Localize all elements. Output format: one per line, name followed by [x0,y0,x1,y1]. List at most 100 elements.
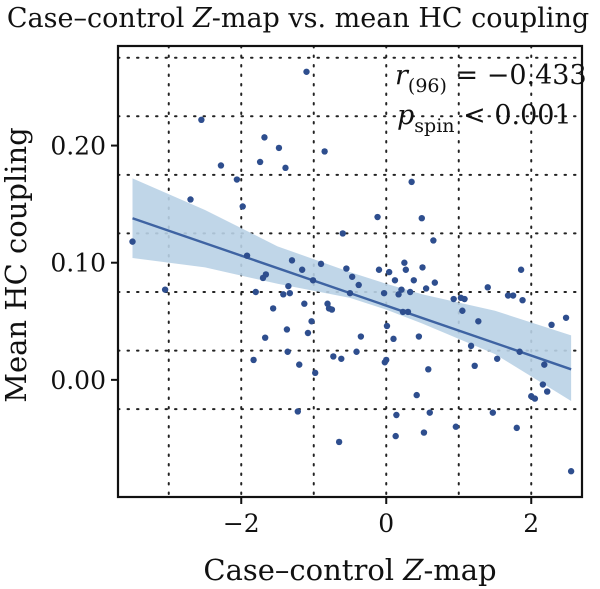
data-point [467,342,475,350]
data-point [343,265,350,272]
data-point [539,381,547,388]
data-point [567,468,575,475]
data-point [339,230,346,237]
x-tick-label: −2 [223,509,260,538]
data-point [390,335,397,343]
data-point [393,411,400,419]
data-point [493,355,501,362]
data-point [544,388,551,395]
data-point [450,295,457,303]
data-point [431,279,439,286]
data-point [303,68,310,75]
data-point [233,176,241,183]
data-point [269,305,277,312]
data-point [509,292,517,299]
correlation-annotation: r(96) = −0.433 [395,60,587,97]
confidence-band [132,178,572,401]
data-point [402,266,410,273]
data-point [294,408,301,415]
data-point [129,238,136,245]
p-value-annotation: pspin < 0.001 [397,100,572,137]
data-point [392,432,399,440]
data-point [284,348,291,355]
data-point [419,264,426,271]
data-point [335,438,343,446]
data-point [383,322,391,330]
data-point [328,306,336,313]
data-point [198,116,205,124]
data-point [385,268,393,276]
x-axis-label: Case–control Z-map [203,553,496,587]
data-point [401,259,408,266]
data-points [129,68,575,475]
data-point [243,252,251,259]
data-point [250,356,257,364]
data-point [517,266,525,273]
data-point [475,318,482,325]
data-point [262,271,270,278]
data-point [430,237,437,244]
data-point [355,281,362,289]
data-point [301,300,308,307]
confidence-band-layer [132,178,572,401]
data-point [404,308,412,316]
data-point [413,391,420,399]
chart-title: Case–control Z-map vs. mean HC coupling [7,3,589,34]
data-point [420,429,428,436]
data-point [375,266,383,273]
data-point [309,277,317,284]
data-point [298,266,306,273]
data-point [338,355,345,362]
data-point [562,314,570,321]
data-point [261,334,269,341]
data-point [380,289,388,297]
data-point [513,424,520,432]
data-point [398,286,405,293]
data-point [187,196,194,203]
data-point [252,288,259,296]
data-point [317,260,325,268]
data-point [217,162,225,169]
data-point [541,361,548,368]
data-point [408,178,415,186]
data-point [418,215,425,222]
data-point [261,134,268,141]
data-point [489,409,497,416]
data-point [296,361,303,368]
data-point [461,295,468,303]
data-point [516,348,523,355]
data-point [348,273,356,280]
data-point [239,203,246,210]
data-point [426,409,433,416]
data-point [280,291,287,298]
data-point [308,318,315,325]
data-point [399,308,407,316]
data-point [288,257,296,264]
y-axis-label: Mean HC coupling [0,127,33,402]
data-point [484,284,491,291]
data-point [519,297,526,304]
data-point [346,289,354,297]
data-point [548,321,555,328]
data-point [425,366,432,373]
data-point [304,329,312,337]
data-point [391,277,399,284]
data-point [286,289,294,297]
x-axis-ticks: −2 0 2 [223,497,539,538]
plot-frame [116,44,584,499]
data-point [374,213,381,221]
y-axis-ticks: 0.00 0.10 0.20 [50,132,118,395]
data-point [504,292,512,299]
data-point [410,277,417,284]
data-point [383,356,390,364]
data-point [256,158,264,166]
y-tick-label: 0.20 [50,132,106,161]
data-point [357,333,365,340]
data-point [471,362,478,369]
data-point [161,286,169,293]
data-point [452,423,460,430]
x-tick-label: 2 [523,509,539,538]
data-point [321,148,328,155]
data-point [422,285,430,292]
